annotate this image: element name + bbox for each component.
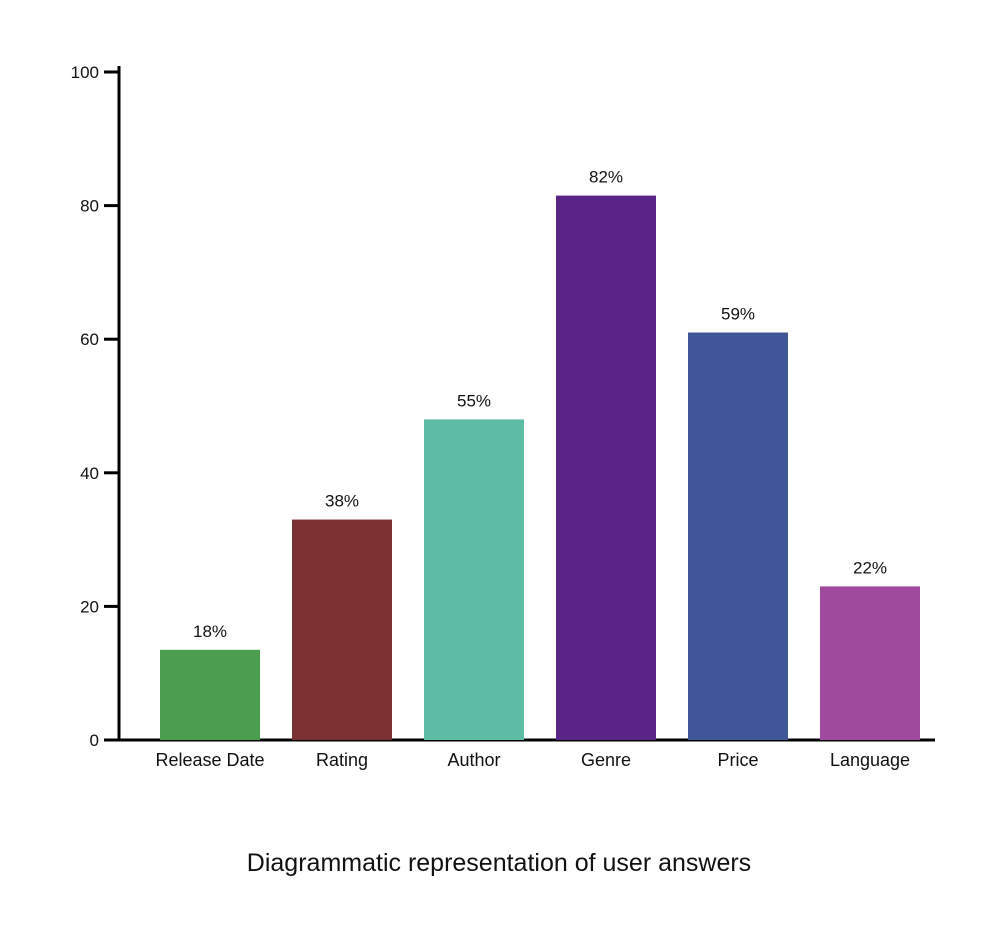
chart-title: Diagrammatic representation of user answ…	[247, 849, 751, 877]
bar-value-label: 55%	[457, 391, 491, 410]
bar	[292, 519, 392, 740]
x-tick-label: Release Date	[155, 750, 264, 770]
x-tick-label: Rating	[316, 750, 368, 770]
y-tick-label: 0	[90, 731, 99, 750]
y-axis: 0 20 40 60 80 100	[71, 63, 121, 750]
bar	[556, 195, 656, 740]
bar-value-label: 59%	[721, 305, 755, 324]
bar	[688, 332, 788, 740]
y-tick-label: 80	[80, 197, 99, 216]
x-tick-label: Language	[830, 750, 910, 770]
bar-value-label: 22%	[853, 558, 887, 577]
bar-value-label: 38%	[325, 492, 359, 511]
y-tick-label: 100	[71, 63, 99, 82]
x-tick-label: Genre	[581, 750, 631, 770]
bar	[820, 586, 920, 740]
y-tick-label: 20	[80, 597, 99, 616]
bar	[160, 649, 260, 740]
bar-value-label: 18%	[193, 622, 227, 641]
x-tick-label: Author	[447, 750, 500, 770]
x-tick-label: Price	[717, 750, 758, 770]
bar	[424, 419, 524, 740]
bars	[160, 195, 920, 740]
y-tick-label: 40	[80, 464, 99, 483]
value-labels: 18% 38% 55% 82% 59% 22%	[193, 168, 887, 641]
y-tick-label: 60	[80, 330, 99, 349]
category-labels: Release Date Rating Author Genre Price Langua…	[155, 750, 910, 770]
bar-value-label: 82%	[589, 168, 623, 187]
